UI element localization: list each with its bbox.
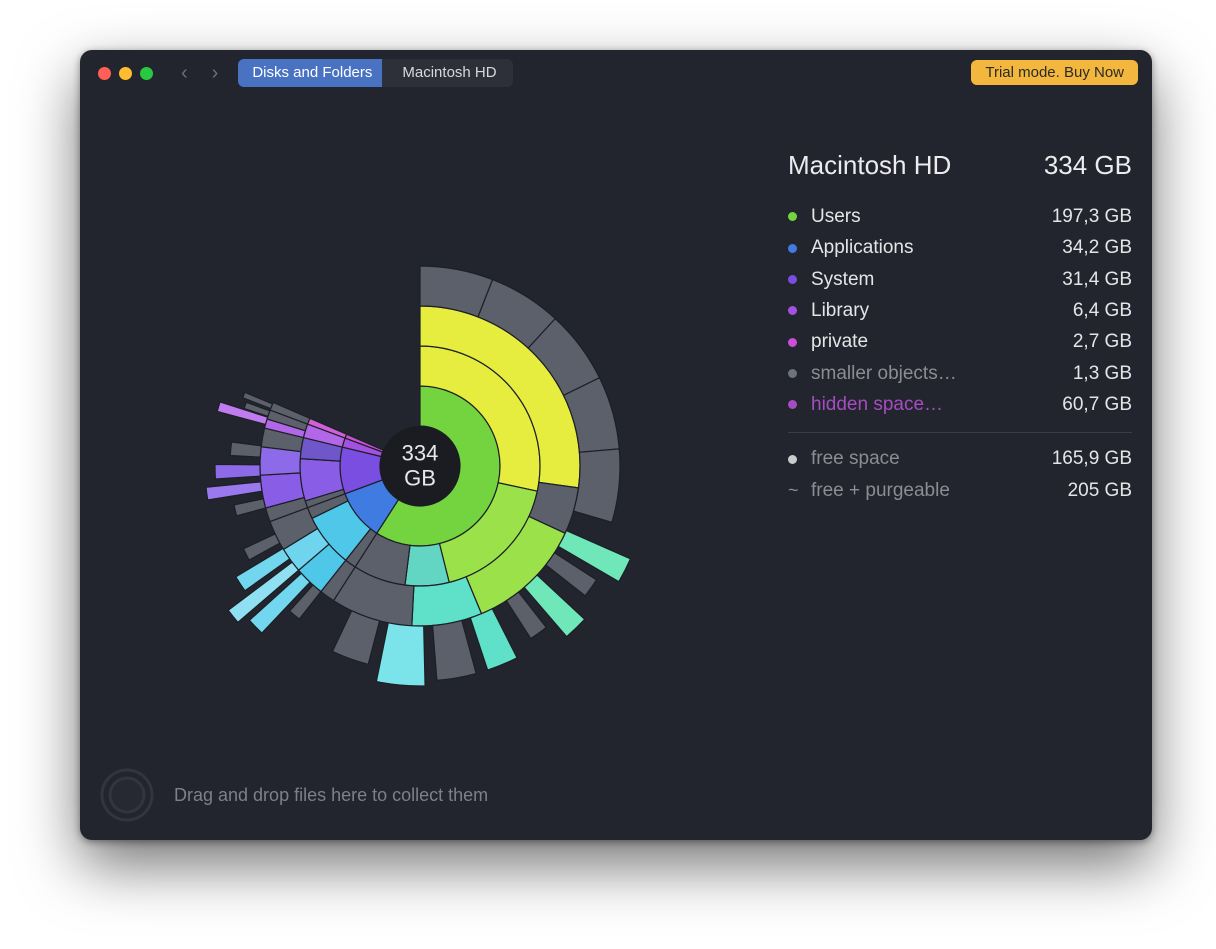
details-panel: Macintosh HD 334 GB Users197,3 GBApplica…: [788, 150, 1132, 506]
app-window: ‹ › Disks and Folders Macintosh HD Trial…: [80, 50, 1152, 840]
breadcrumb: Disks and Folders Macintosh HD: [238, 59, 512, 87]
item-label: Users: [811, 201, 1052, 232]
nav-forward-button[interactable]: ›: [212, 62, 219, 85]
breadcrumb-current[interactable]: Macintosh HD: [382, 59, 512, 87]
sunburst-chart[interactable]: 334 GB: [150, 196, 690, 736]
color-dot-icon: [788, 275, 797, 284]
list-item[interactable]: Applications34,2 GB: [788, 232, 1132, 263]
list-item[interactable]: hidden space…60,7 GB: [788, 389, 1132, 420]
color-dot-icon: [788, 306, 797, 315]
color-dot-icon: [788, 369, 797, 378]
drop-zone[interactable]: Drag and drop files here to collect them: [100, 768, 488, 822]
list-item[interactable]: System31,4 GB: [788, 264, 1132, 295]
drop-hint: Drag and drop files here to collect them: [174, 785, 488, 806]
item-size: 165,9 GB: [1052, 443, 1132, 474]
list-item[interactable]: Users197,3 GB: [788, 201, 1132, 232]
color-dot-icon: [788, 455, 797, 464]
nav-arrows: ‹ ›: [181, 62, 218, 85]
item-label: free space: [811, 443, 1052, 474]
item-label: smaller objects…: [811, 358, 1073, 389]
list-item[interactable]: free space165,9 GB: [788, 443, 1132, 474]
tilde-icon: ~: [788, 476, 797, 506]
item-label: free + purgeable: [811, 475, 1068, 506]
panel-divider: [788, 432, 1132, 433]
list-item[interactable]: ~ free + purgeable205 GB: [788, 475, 1132, 506]
item-size: 197,3 GB: [1052, 201, 1132, 232]
breadcrumb-root[interactable]: Disks and Folders: [238, 59, 382, 87]
item-label: hidden space…: [811, 389, 1062, 420]
color-dot-icon: [788, 338, 797, 347]
color-dot-icon: [788, 244, 797, 253]
nav-back-button[interactable]: ‹: [181, 62, 188, 85]
buy-now-button[interactable]: Trial mode. Buy Now: [971, 60, 1138, 85]
item-size: 205 GB: [1068, 475, 1132, 506]
item-label: Applications: [811, 232, 1062, 263]
panel-total: 334 GB: [1044, 150, 1132, 181]
list-item[interactable]: smaller objects…1,3 GB: [788, 358, 1132, 389]
item-label: Library: [811, 295, 1073, 326]
item-label: System: [811, 264, 1062, 295]
item-size: 31,4 GB: [1062, 264, 1132, 295]
close-icon[interactable]: [98, 67, 111, 80]
list-item[interactable]: private2,7 GB: [788, 326, 1132, 357]
item-size: 1,3 GB: [1073, 358, 1132, 389]
titlebar: ‹ › Disks and Folders Macintosh HD Trial…: [80, 50, 1152, 96]
list-item[interactable]: Library6,4 GB: [788, 295, 1132, 326]
color-dot-icon: [788, 212, 797, 221]
panel-header: Macintosh HD 334 GB: [788, 150, 1132, 181]
traffic-lights: [98, 67, 153, 80]
minimize-icon[interactable]: [119, 67, 132, 80]
panel-title: Macintosh HD: [788, 150, 951, 181]
item-size: 2,7 GB: [1073, 326, 1132, 357]
item-size: 34,2 GB: [1062, 232, 1132, 263]
window-body: 334 GB Macintosh HD 334 GB Users197,3 GB…: [80, 96, 1152, 840]
item-label: private: [811, 326, 1073, 357]
zoom-icon[interactable]: [140, 67, 153, 80]
drop-target-icon: [100, 768, 154, 822]
color-dot-icon: [788, 400, 797, 409]
item-size: 60,7 GB: [1062, 389, 1132, 420]
item-size: 6,4 GB: [1073, 295, 1132, 326]
